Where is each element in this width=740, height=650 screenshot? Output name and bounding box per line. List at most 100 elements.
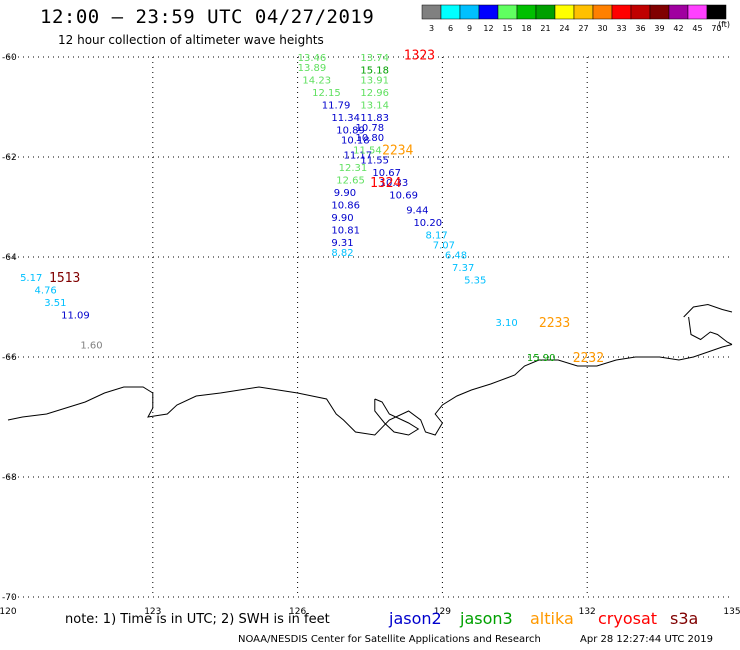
swh-label: 11.17 — [343, 151, 372, 162]
legend-label: 21 — [540, 24, 550, 33]
swh-label: 10.69 — [389, 191, 418, 202]
lat-tick-label: -62 — [2, 153, 17, 163]
lon-tick-label: 135 — [723, 607, 740, 617]
swh-label: 10.80 — [356, 133, 385, 144]
legend-swatch — [630, 4, 651, 20]
legend-swatch — [478, 4, 499, 20]
time-label: 2234 — [382, 144, 413, 159]
swh-label: 5.35 — [464, 276, 486, 287]
satellite-jason2: jason2 — [389, 609, 442, 628]
swh-label: 1.60 — [80, 341, 102, 352]
legend-swatch — [516, 4, 537, 20]
swh-label: 7.37 — [452, 263, 474, 274]
footer-credit: NOAA/NESDIS Center for Satellite Applica… — [238, 634, 541, 645]
swh-label: 13.46 — [298, 53, 327, 64]
swh-label: 10.18 — [341, 136, 370, 147]
axis-ticks: 120 123 126 129 132 135 -60 -62 -64 -66 -68 -70 — [0, 53, 740, 617]
swh-label: 10.20 — [413, 218, 442, 229]
lat-tick-label: -66 — [2, 353, 17, 363]
legend-label: 70 — [711, 24, 721, 33]
swh-label: 15.18 — [360, 66, 389, 77]
swh-label: 10.33 — [380, 178, 409, 189]
legend-label: 45 — [692, 24, 702, 33]
swh-label: 10.67 — [372, 168, 401, 179]
legend-swatch — [440, 4, 461, 20]
legend-label: 12 — [483, 24, 493, 33]
time-label: 1513 — [49, 271, 80, 286]
satellite-altika: altika — [530, 609, 574, 628]
swh-label: 11.55 — [360, 156, 389, 167]
coastline-segment — [374, 398, 420, 436]
swh-label: 10.81 — [331, 226, 360, 237]
legend-label: 18 — [521, 24, 531, 33]
swh-label: 11.09 — [61, 311, 90, 322]
swh-label: 11.83 — [360, 113, 389, 124]
legend-swatch — [687, 4, 708, 20]
lon-tick-label: 132 — [579, 607, 596, 617]
swh-label: 6.48 — [445, 251, 467, 262]
swh-label: 4.76 — [35, 286, 57, 297]
legend-label: 15 — [502, 24, 512, 33]
legend-swatch — [611, 4, 632, 20]
swh-label: 11.34 — [331, 113, 360, 124]
legend-label: 33 — [616, 24, 626, 33]
legend-swatch — [554, 4, 575, 20]
time-label: 1323 — [404, 49, 435, 64]
lon-tick-label: 123 — [144, 607, 161, 617]
satellite-jason3: jason3 — [460, 609, 513, 628]
lon-tick-label: 120 — [0, 607, 17, 617]
legend-swatch — [573, 4, 594, 20]
satellite-s3a: s3a — [670, 609, 699, 628]
coastline — [7, 303, 733, 436]
legend-swatch — [668, 4, 689, 20]
swh-label: 12.31 — [339, 163, 368, 174]
coastline-segment — [688, 316, 733, 345]
swh-label: 11.54 — [353, 146, 382, 157]
swh-label: 13.14 — [360, 101, 389, 112]
legend-swatch — [535, 4, 556, 20]
swh-label: 9.90 — [331, 213, 353, 224]
swh-label: 13.74 — [360, 53, 389, 64]
time-label: 2233 — [539, 316, 570, 331]
lon-tick-label: 129 — [434, 607, 451, 617]
swh-label: 12.15 — [312, 88, 341, 99]
swh-label: 9.90 — [334, 188, 356, 199]
legend-label: 36 — [635, 24, 645, 33]
swh-label: 10.78 — [356, 123, 385, 134]
legend-swatch — [497, 4, 518, 20]
lon-tick-label: 126 — [289, 607, 306, 617]
legend-label: 30 — [597, 24, 607, 33]
swh-label: 8.82 — [331, 248, 353, 259]
swh-label: 5.17 — [20, 273, 42, 284]
color-legend: 3 6 9 12 15 18 21 24 27 30 33 36 39 42 45 70 — [421, 4, 727, 33]
legend-swatch — [649, 4, 670, 20]
map-subtitle: 12 hour collection of altimeter wave hei… — [58, 33, 324, 47]
swh-label: 15.90 — [527, 353, 556, 364]
swh-label: 13.91 — [360, 76, 389, 87]
generated-time: Apr 28 12:27:44 UTC 2019 — [580, 634, 713, 645]
swh-label: 12.65 — [336, 176, 365, 187]
legend-label: 6 — [448, 24, 453, 33]
swh-label: 12.96 — [360, 88, 389, 99]
legend-unit: (ft) — [718, 20, 731, 29]
time-label: 1324 — [370, 176, 401, 191]
lat-tick-label: -64 — [2, 253, 17, 263]
swh-label: 7.07 — [433, 241, 455, 252]
swh-label: 10.86 — [331, 201, 360, 212]
legend-swatch — [459, 4, 480, 20]
lat-tick-label: -60 — [2, 53, 17, 63]
satellite-cryosat: cryosat — [598, 609, 658, 628]
legend-label: 39 — [654, 24, 664, 33]
swh-label: 11.79 — [322, 101, 351, 112]
time-label: 2232 — [573, 351, 604, 366]
footer-note: note: 1) Time is in UTC; 2) SWH is in fe… — [65, 612, 330, 627]
lat-tick-label: -68 — [2, 473, 17, 483]
legend-label: 27 — [578, 24, 588, 33]
swh-label: 3.10 — [495, 318, 517, 329]
swh-label: 8.17 — [426, 231, 448, 242]
legend-label: 42 — [673, 24, 683, 33]
coastline-segment — [7, 344, 733, 436]
map-title: 12:00 – 23:59 UTC 04/27/2019 — [40, 6, 375, 28]
